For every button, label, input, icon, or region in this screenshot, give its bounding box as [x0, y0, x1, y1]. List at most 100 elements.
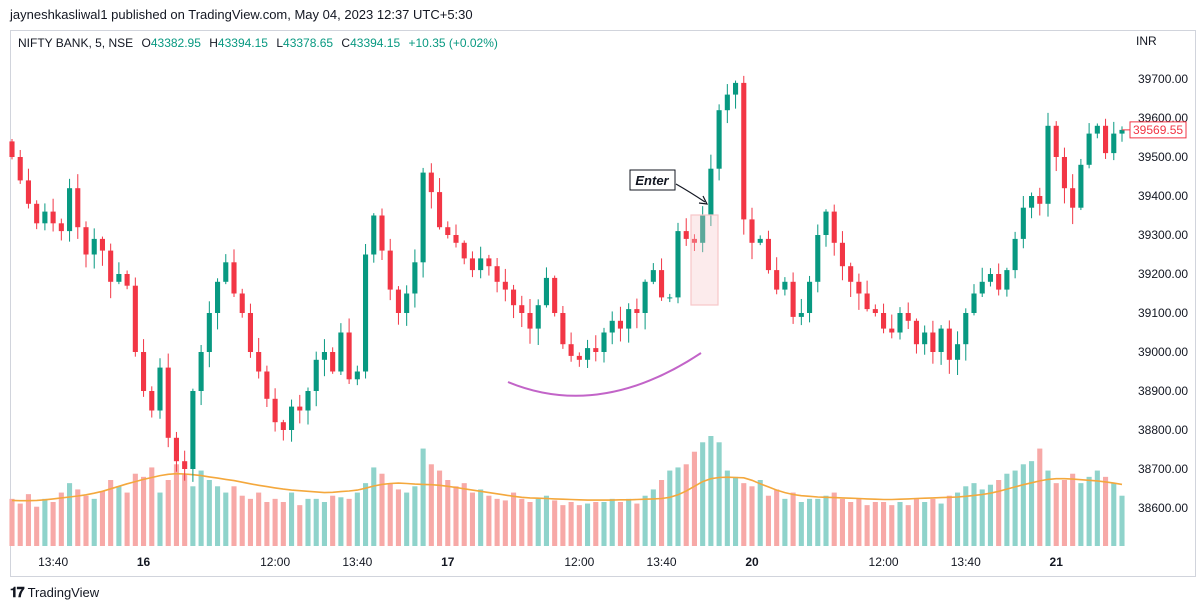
- rounding-bottom-arc: [507, 352, 702, 397]
- candle-body: [469, 258, 475, 271]
- candle-body: [190, 391, 196, 469]
- candle-body: [289, 406, 295, 430]
- volume-bar: [50, 502, 56, 546]
- volume-bar: [371, 467, 377, 546]
- candle-body: [560, 313, 566, 345]
- volume-bar: [198, 470, 204, 546]
- volume-bar: [42, 498, 48, 546]
- candle-body: [971, 293, 977, 313]
- volume-bar: [749, 486, 755, 546]
- candle-body: [1020, 207, 1026, 239]
- volume-bar: [856, 498, 862, 546]
- candle-body: [634, 309, 640, 313]
- currency-label[interactable]: INR: [1136, 34, 1157, 48]
- symbol-label[interactable]: NIFTY BANK, 5, NSE: [18, 36, 134, 50]
- volume-bar: [650, 489, 656, 546]
- volume-bar: [338, 497, 344, 546]
- candle-body: [437, 192, 443, 228]
- close-label: C: [341, 36, 351, 50]
- brand-name: TradingView: [27, 585, 100, 600]
- candle-body: [642, 281, 648, 313]
- candle-body: [765, 238, 771, 271]
- time-tick-label: 12:00: [260, 555, 290, 569]
- candle-body: [955, 344, 961, 360]
- candle-body: [17, 157, 23, 181]
- high-value: 43394.15: [217, 36, 268, 50]
- volume-bar: [905, 505, 911, 546]
- candle-body: [576, 355, 582, 360]
- volume-bar: [922, 502, 928, 546]
- volume-bar: [552, 500, 558, 546]
- candles-layer: [9, 75, 1125, 482]
- candle-body: [132, 285, 138, 352]
- volume-bar: [716, 442, 722, 546]
- candle-body: [815, 235, 821, 282]
- candle-body: [527, 313, 533, 329]
- enter-label: Enter: [635, 173, 669, 188]
- candle-body: [683, 231, 689, 239]
- candle-body: [1111, 133, 1117, 154]
- candle-body: [206, 313, 212, 352]
- volume-bar: [1020, 464, 1026, 546]
- volume-bar: [502, 500, 508, 546]
- candle-body: [864, 293, 870, 310]
- volume-ma-layer: [11, 472, 1123, 502]
- volume-bar: [535, 498, 541, 546]
- candle-body: [519, 305, 525, 313]
- volume-bar: [642, 495, 648, 546]
- time-tick-label: 12:00: [869, 555, 899, 569]
- volume-bar: [1029, 461, 1035, 546]
- candle-body: [946, 328, 952, 360]
- candle-body: [502, 281, 508, 290]
- volume-bar: [823, 495, 829, 546]
- volume-bar: [395, 489, 401, 546]
- candle-body: [494, 266, 500, 282]
- volume-bar: [782, 498, 788, 546]
- open-label: O: [141, 36, 151, 50]
- volume-bar: [634, 503, 640, 546]
- volume-bar: [683, 464, 689, 546]
- volume-bar: [987, 484, 993, 546]
- candle-body: [724, 94, 730, 111]
- candle-body: [1070, 188, 1076, 208]
- publisher-line: jayneshkasliwal1 published on TradingVie…: [10, 7, 473, 22]
- candle-body: [239, 293, 245, 313]
- volume-bar: [889, 505, 895, 546]
- footer-brand[interactable]: 𝟏𝟕 TradingView: [10, 584, 99, 601]
- volume-bar: [511, 492, 517, 546]
- candle-body: [91, 238, 97, 255]
- candle-body: [700, 215, 706, 243]
- candle-body: [749, 219, 755, 243]
- candle-body: [626, 309, 632, 329]
- volume-bar: [67, 483, 73, 546]
- candle-body: [741, 82, 747, 220]
- volume-bar: [831, 492, 837, 546]
- volume-bar: [708, 436, 714, 546]
- candle-body: [1094, 125, 1100, 134]
- candle-body: [387, 250, 393, 290]
- volume-bar: [190, 486, 196, 546]
- volume-bar: [930, 498, 936, 546]
- candle-body: [585, 348, 591, 360]
- volume-bar: [428, 464, 434, 546]
- volume-bar: [321, 502, 327, 546]
- volume-bar: [1078, 483, 1084, 546]
- time-tick-label: 21: [1050, 555, 1064, 569]
- last-price-label: 39569.55: [1133, 123, 1183, 137]
- candle-body: [141, 352, 147, 391]
- candle-body: [905, 313, 911, 321]
- candle-body: [938, 328, 944, 352]
- candle-body: [223, 262, 229, 282]
- volume-bar: [1119, 495, 1125, 546]
- candle-body: [165, 367, 171, 438]
- volume-bar: [453, 486, 459, 546]
- volume-bar: [568, 502, 574, 546]
- candle-body: [601, 332, 607, 352]
- candle-body: [157, 367, 163, 411]
- entry-highlight-box: [690, 214, 719, 306]
- volume-bar: [733, 476, 739, 546]
- volume-bar: [691, 451, 697, 546]
- volume-bar: [280, 502, 286, 546]
- volume-bar: [872, 502, 878, 546]
